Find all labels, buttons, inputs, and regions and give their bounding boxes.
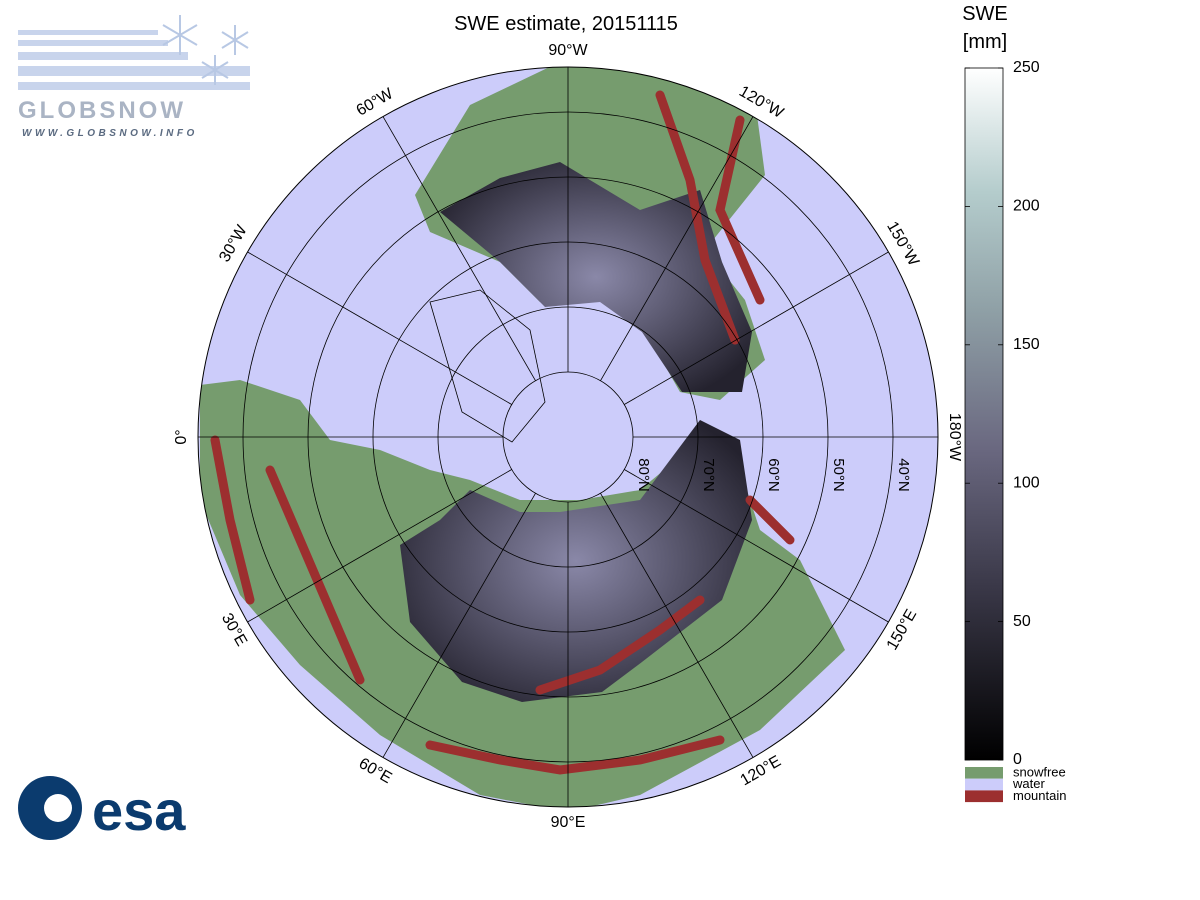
- legend-swatch: [965, 767, 1003, 779]
- esa-logo: esa: [18, 776, 186, 842]
- colorbar-tick-label: 150: [1013, 336, 1040, 353]
- map-disc: [198, 67, 938, 807]
- meridian: [624, 469, 889, 623]
- snowflakes: [162, 15, 249, 85]
- esa-text: esa: [92, 779, 186, 842]
- logo-stripes: [18, 30, 250, 90]
- colorbar: SWE [mm]: [962, 3, 1008, 761]
- globsnow-logo: GLOBSNOW WWW.GLOBSNOW.INFO: [18, 15, 250, 139]
- map-title: SWE estimate, 20151115: [454, 13, 678, 35]
- meridian-label: 90°W: [548, 42, 588, 59]
- legend-swatch: [965, 790, 1003, 803]
- meridian: [247, 469, 512, 623]
- parallel-label: 50°N: [830, 458, 847, 492]
- meridian-label: 90°E: [551, 814, 586, 831]
- graticule: 80°N 70°N 60°N 50°N 40°N: [198, 67, 938, 807]
- colorbar-tick-label: 250: [1013, 59, 1040, 76]
- meridian: [624, 251, 889, 405]
- legend-swatch: [965, 778, 1003, 791]
- colorbar-ticks: 0 50 100 150 200 250: [965, 59, 1040, 768]
- meridian: [600, 493, 754, 758]
- logo-url: WWW.GLOBSNOW.INFO: [22, 128, 198, 139]
- colorbar-title: SWE: [962, 3, 1008, 25]
- parallel-label: 80°N: [635, 458, 652, 492]
- logo-text: GLOBSNOW: [18, 97, 186, 124]
- parallel-label: 60°N: [765, 458, 782, 492]
- mountains: [210, 90, 795, 775]
- legend-label: mountain: [1013, 788, 1066, 803]
- legend-label: snowfree: [1013, 764, 1066, 779]
- snow-north-america: [440, 162, 752, 392]
- colorbar-tick-label: 0: [1013, 751, 1022, 768]
- colorbar-tick-label: 50: [1013, 613, 1031, 630]
- parallel-label: 40°N: [895, 458, 912, 492]
- greenland: [429, 289, 546, 443]
- legend-label: water: [1012, 776, 1045, 791]
- colorbar-title: [mm]: [963, 31, 1007, 53]
- meridian-label: 0°: [173, 429, 190, 444]
- meridian: [600, 116, 754, 381]
- parallel-label: 70°N: [700, 458, 717, 492]
- colorbar-tick-label: 100: [1013, 474, 1040, 491]
- esa-emblem-inner: [44, 794, 72, 822]
- meridian-label: 180°W: [946, 413, 963, 462]
- colorbar-gradient: [964, 67, 1004, 761]
- meridian: [247, 251, 512, 405]
- colorbar-tick-label: 200: [1013, 198, 1040, 215]
- meridian: [382, 116, 536, 381]
- meridian: [382, 493, 536, 758]
- map-border: [197, 66, 939, 808]
